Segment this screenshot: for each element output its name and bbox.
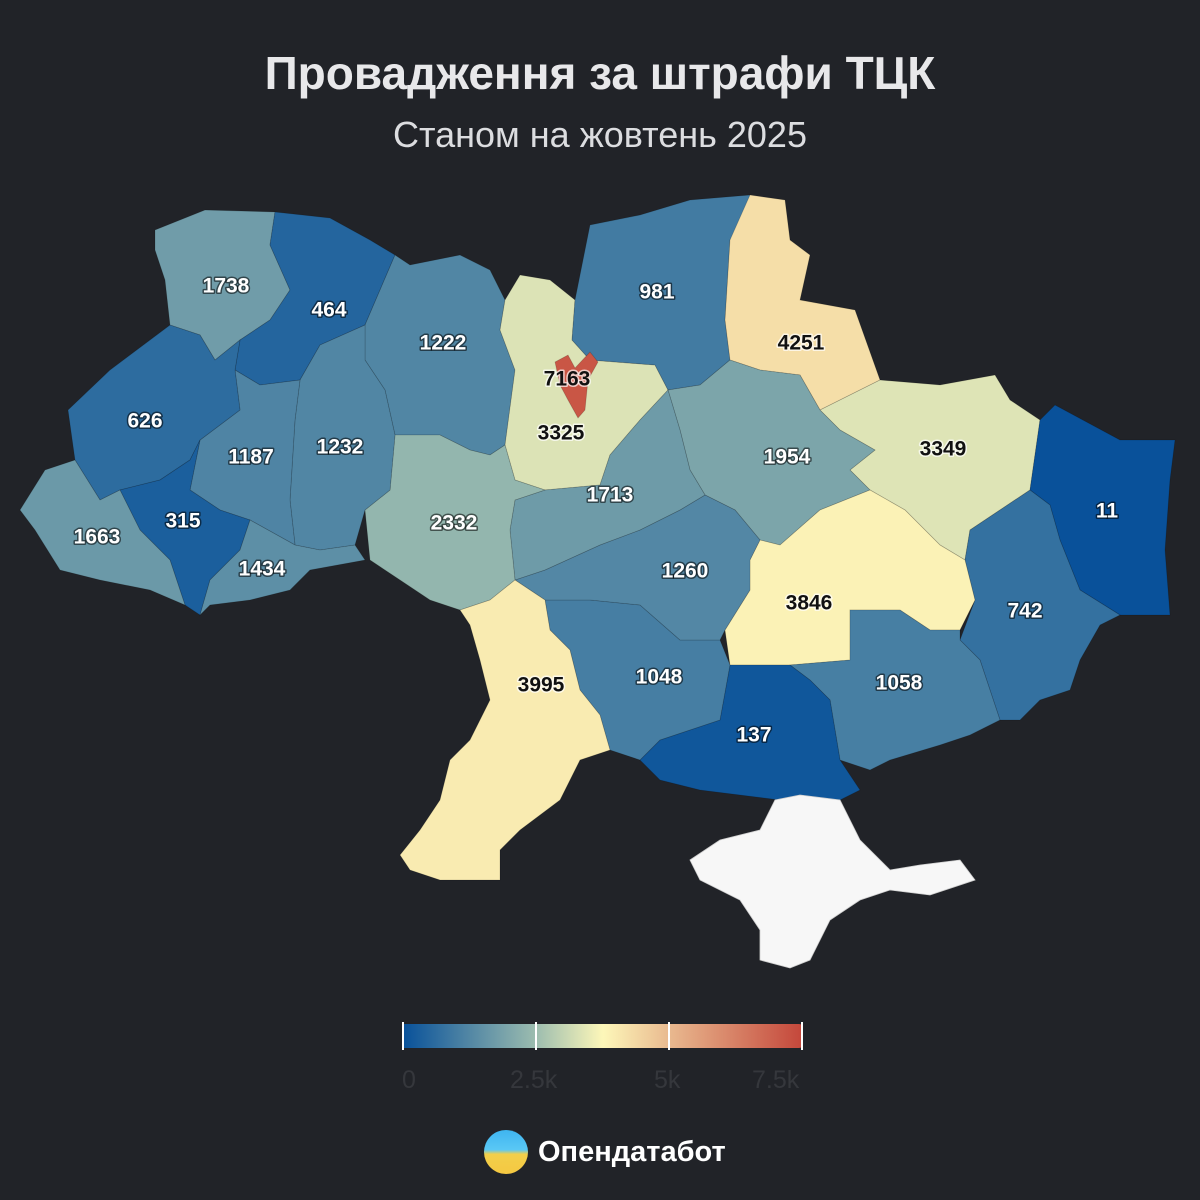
region-value-label: 1713 — [587, 484, 634, 507]
legend-tick — [668, 1022, 670, 1050]
page-title: Провадження за штрафи ТЦК — [264, 47, 936, 99]
region-kirovohrad — [514, 494, 761, 641]
region-zakarpattia — [19, 459, 186, 606]
page-subtitle: Станом на жовтень 2025 — [393, 114, 807, 155]
legend-tick-label: 0 — [402, 1066, 416, 1094]
region-value-label: 981 — [639, 281, 674, 304]
region-value-label: 1187 — [228, 446, 274, 469]
color-legend-bar — [403, 1024, 803, 1048]
legend-tick-label: 7.5k — [752, 1066, 800, 1094]
region-value-label: 1058 — [876, 672, 923, 695]
region-value-label: 742 — [1007, 600, 1042, 623]
legend-tick-label: 5k — [654, 1066, 681, 1094]
region-value-label: 1260 — [662, 560, 709, 583]
region-donetsk — [959, 489, 1121, 721]
region-value-label: 3846 — [786, 592, 833, 615]
region-value-label: 1663 — [74, 526, 121, 549]
region-kyiv-city — [554, 351, 599, 419]
brand-logo: Опендатабот — [484, 1130, 726, 1174]
region-odesa — [399, 579, 611, 881]
legend-tick — [535, 1022, 537, 1050]
legend-tick — [402, 1022, 404, 1050]
region-value-label: 1232 — [317, 436, 364, 459]
region-value-label: 1954 — [764, 446, 811, 469]
region-value-label: 626 — [127, 410, 162, 433]
region-khmelnytskyi — [289, 324, 396, 551]
region-value-label: 3995 — [518, 674, 565, 697]
legend-tick — [801, 1022, 803, 1050]
region-value-label: 137 — [736, 724, 771, 747]
region-value-label: 7163 — [544, 368, 591, 391]
region-value-label: 3325 — [538, 422, 585, 445]
region-value-label: 1434 — [239, 558, 286, 581]
region-value-label: 11 — [1096, 500, 1119, 523]
region-chernivtsi — [199, 519, 366, 617]
region-value-label: 1738 — [203, 275, 250, 298]
region-crimea — [689, 794, 976, 969]
region-value-label: 2332 — [431, 512, 478, 535]
region-value-label: 1048 — [636, 666, 683, 689]
region-vinnytsia — [364, 434, 547, 611]
legend-tick-label: 2.5k — [510, 1066, 558, 1094]
region-value-label: 3349 — [920, 438, 967, 461]
region-value-label: 464 — [311, 299, 346, 322]
region-value-label: 315 — [165, 510, 200, 533]
logo-icon — [484, 1130, 528, 1174]
region-value-label: 4251 — [778, 332, 825, 355]
brand-name: Опендатабот — [538, 1135, 726, 1168]
region-value-label: 1222 — [420, 332, 467, 355]
